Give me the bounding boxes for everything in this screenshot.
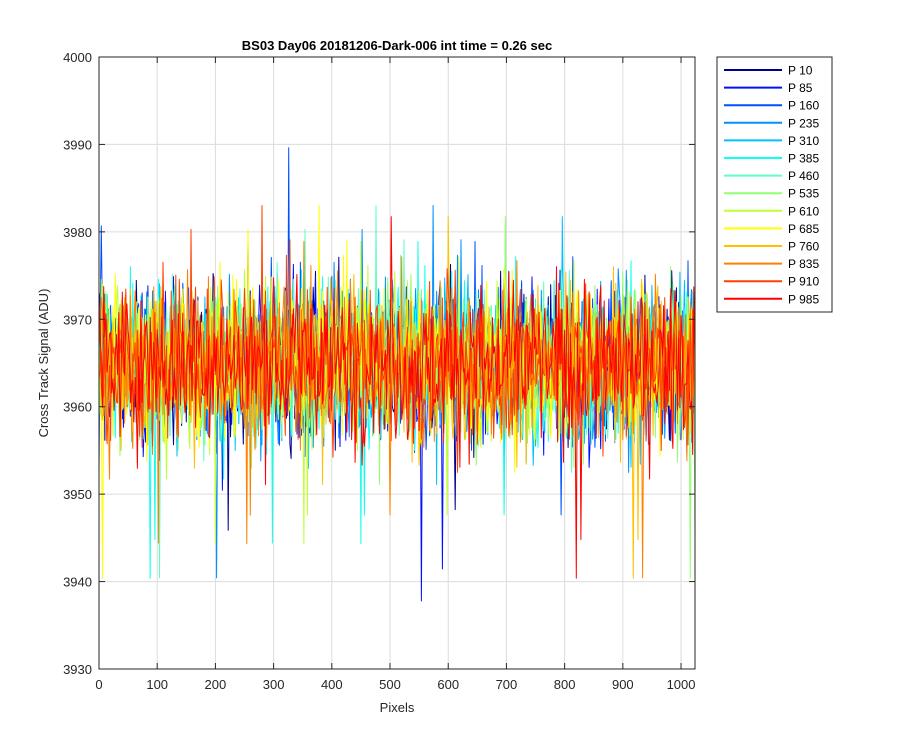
legend-label: P 985 xyxy=(788,292,819,306)
y-tick-label: 3950 xyxy=(63,487,92,502)
legend-label: P 10 xyxy=(788,64,813,78)
legend-label: P 835 xyxy=(788,257,819,271)
y-axis-label: Cross Track Signal (ADU) xyxy=(36,289,51,438)
y-tick-label: 3980 xyxy=(63,225,92,240)
y-tick-label: 3940 xyxy=(63,575,92,590)
chart-title: BS03 Day06 20181206-Dark-006 int time = … xyxy=(242,38,552,53)
series-layer xyxy=(98,147,696,602)
axes-box xyxy=(98,56,696,670)
x-tick-label: 500 xyxy=(379,677,401,692)
x-tick-label: 0 xyxy=(95,677,102,692)
legend-label: P 235 xyxy=(788,116,819,130)
x-tick-label: 800 xyxy=(554,677,576,692)
x-tick-label: 700 xyxy=(496,677,518,692)
x-tick-label: 400 xyxy=(321,677,343,692)
legend[interactable]: P 10 P 85 P 160 P 235 P 310 P 385 P 460 P 535 P … xyxy=(716,56,833,313)
x-tick-label: 300 xyxy=(263,677,285,692)
legend-label: P 385 xyxy=(788,152,819,166)
x-tick-label: 100 xyxy=(146,677,168,692)
legend-label: P 160 xyxy=(788,99,819,113)
y-tick-label: 3930 xyxy=(63,662,92,677)
series-line-p-985 xyxy=(98,216,696,579)
tick-marks xyxy=(98,56,695,670)
x-tick-label: 900 xyxy=(612,677,634,692)
legend-label: P 535 xyxy=(788,187,819,201)
legend-items: P 10 P 85 P 160 P 235 P 310 P 385 P 460 P 535 P … xyxy=(724,64,819,306)
y-tick-label: 4000 xyxy=(63,50,92,65)
x-tick-labels: 0 100 200 300 400 500 600 700 800 900 1000 xyxy=(95,677,695,692)
legend-label: P 460 xyxy=(788,169,819,183)
legend-label: P 760 xyxy=(788,240,819,254)
x-tick-label: 200 xyxy=(205,677,227,692)
legend-label: P 610 xyxy=(788,204,819,218)
legend-label: P 910 xyxy=(788,275,819,289)
x-axis-label: Pixels xyxy=(380,700,415,715)
y-tick-label: 3990 xyxy=(63,137,92,152)
legend-label: P 85 xyxy=(788,81,813,95)
legend-label: P 310 xyxy=(788,134,819,148)
y-tick-label: 3960 xyxy=(63,400,92,415)
x-tick-label: 600 xyxy=(437,677,459,692)
legend-label: P 685 xyxy=(788,222,819,236)
legend-box xyxy=(716,56,833,313)
x-tick-label: 1000 xyxy=(667,677,696,692)
y-tick-labels: 3930 3940 3950 3960 3970 3980 3990 4000 xyxy=(63,50,92,677)
y-tick-label: 3970 xyxy=(63,312,92,327)
